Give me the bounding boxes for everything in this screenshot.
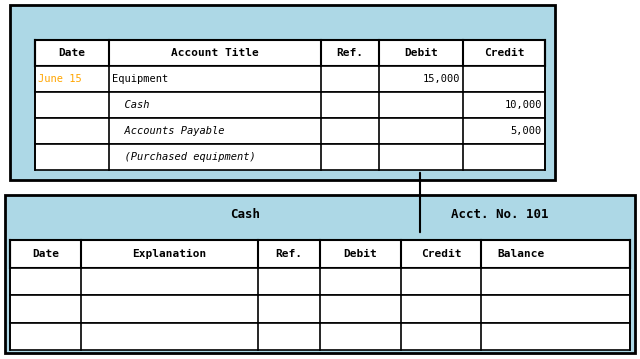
Text: Date: Date xyxy=(58,48,86,58)
Text: 10,000: 10,000 xyxy=(504,100,542,110)
Text: Account Title: Account Title xyxy=(171,48,259,58)
Bar xyxy=(35,66,545,92)
Text: Debit: Debit xyxy=(404,48,438,58)
Bar xyxy=(35,92,545,118)
Text: Equipment: Equipment xyxy=(112,74,168,84)
Text: Ref.: Ref. xyxy=(275,249,303,259)
Text: Acct. No. 101: Acct. No. 101 xyxy=(451,209,548,222)
Bar xyxy=(10,295,630,322)
Text: Explanation: Explanation xyxy=(132,249,207,259)
Text: Credit: Credit xyxy=(484,48,524,58)
Text: Credit: Credit xyxy=(420,249,461,259)
Bar xyxy=(10,5,555,180)
Bar xyxy=(10,240,630,267)
Text: Cash: Cash xyxy=(112,100,150,110)
Bar xyxy=(10,322,630,350)
Bar xyxy=(5,195,635,353)
Bar xyxy=(35,144,545,170)
Text: Ref.: Ref. xyxy=(337,48,364,58)
Text: Balance: Balance xyxy=(498,249,545,259)
Text: Cash: Cash xyxy=(230,209,260,222)
Text: Accounts Payable: Accounts Payable xyxy=(112,126,225,136)
Text: Date: Date xyxy=(32,249,59,259)
Text: June 15: June 15 xyxy=(38,74,82,84)
Text: 15,000: 15,000 xyxy=(423,74,460,84)
Bar xyxy=(35,40,545,66)
Text: 5,000: 5,000 xyxy=(511,126,542,136)
Bar xyxy=(10,267,630,295)
Bar xyxy=(35,118,545,144)
Text: (Purchased equipment): (Purchased equipment) xyxy=(112,152,256,162)
Text: Debit: Debit xyxy=(344,249,377,259)
